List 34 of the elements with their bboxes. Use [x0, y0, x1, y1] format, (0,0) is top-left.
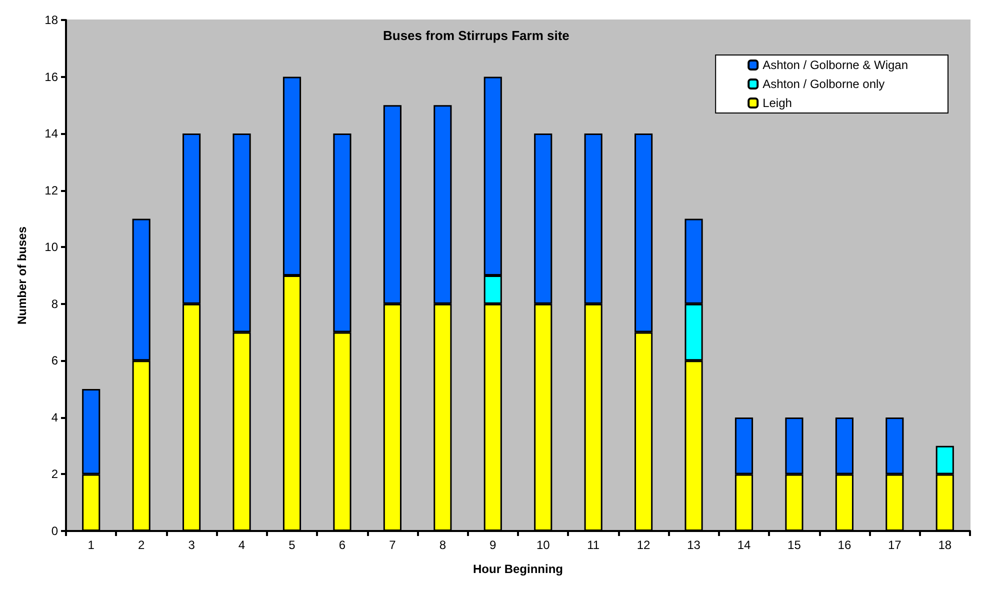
x-tick-label: 15 [788, 538, 802, 552]
x-tick-label: 10 [536, 538, 550, 552]
x-tick-label: 4 [238, 538, 246, 552]
x-tick-label: 18 [938, 538, 952, 552]
y-tick-label: 14 [44, 126, 58, 141]
legend-label: Ashton / Golborne only [762, 77, 885, 91]
legend-label: Leigh [762, 96, 792, 110]
text: Buses from Stirrups Farm site [383, 28, 570, 43]
x-axis-title: Hour Beginning [473, 562, 563, 576]
x-tick-label: 3 [188, 538, 196, 552]
x-tick-label: 5 [288, 538, 296, 552]
x-tick-label: 17 [888, 538, 902, 552]
x-tick-label: 13 [687, 538, 701, 552]
y-tick-label: 8 [51, 296, 58, 311]
y-tick-label: 18 [44, 13, 58, 27]
y-tick-label: 6 [51, 354, 58, 368]
y-axis-title: Number of buses [15, 226, 29, 325]
x-tick-label: 14 [737, 538, 751, 552]
y-tick-label: 12 [44, 183, 58, 198]
x-tick-label: 9 [490, 538, 497, 552]
x-tick-label: 7 [389, 538, 396, 552]
x-tick-label: 2 [138, 538, 145, 552]
y-tick-label: 10 [44, 240, 58, 254]
legend-label: Ashton / Golborne & Wigan [762, 58, 908, 72]
x-tick-label: 8 [439, 538, 446, 552]
y-tick-label: 2 [51, 467, 58, 482]
x-tick-label: 12 [636, 538, 651, 552]
x-tick-label: 1 [88, 538, 95, 552]
y-tick-label: 4 [51, 410, 58, 424]
x-tick-label: 6 [338, 538, 346, 552]
y-tick-label: 16 [44, 70, 58, 84]
x-tick-label: 11 [587, 538, 600, 552]
y-tick-label: 0 [51, 524, 58, 538]
x-tick-label: 16 [838, 538, 852, 552]
